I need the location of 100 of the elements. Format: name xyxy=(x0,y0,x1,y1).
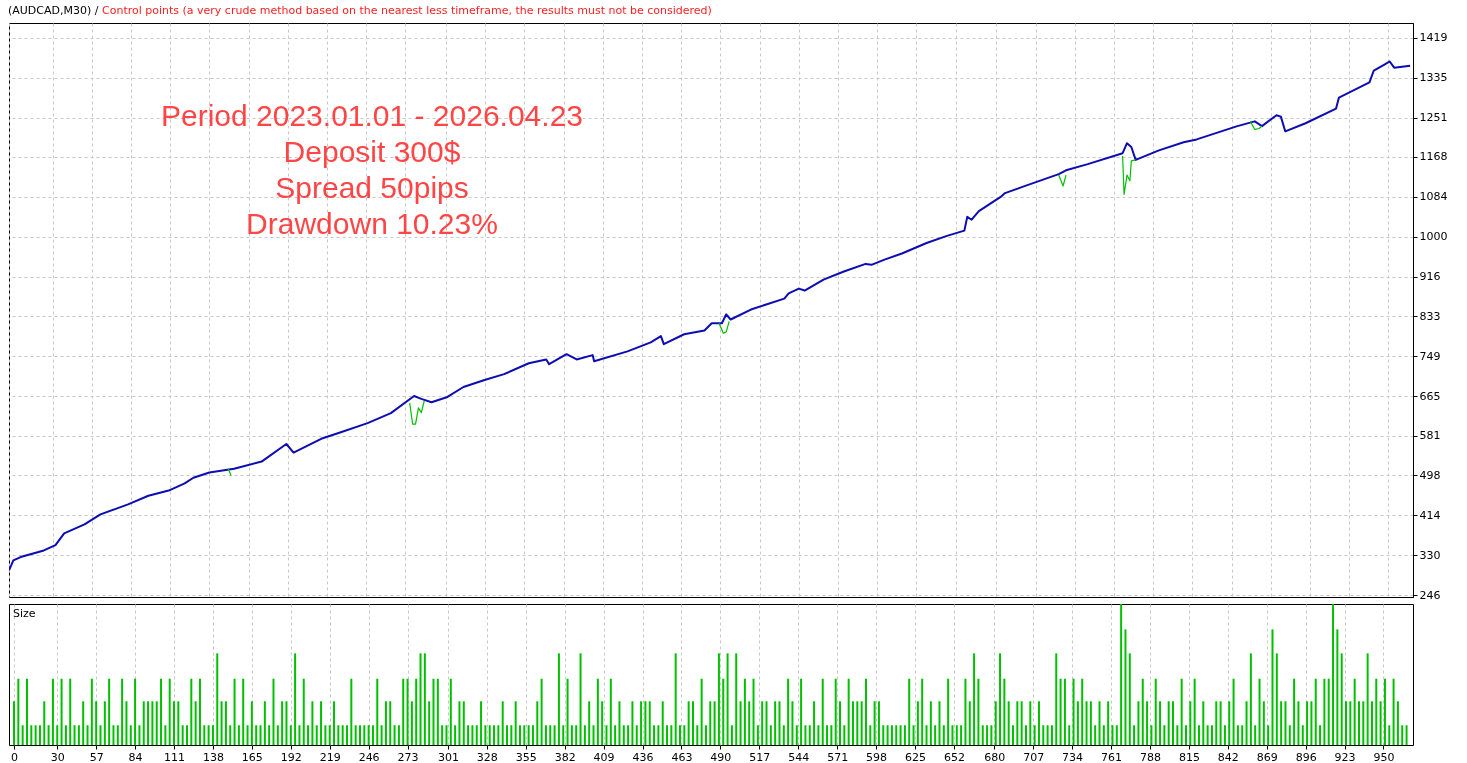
bar xyxy=(1024,725,1027,745)
bar xyxy=(1029,701,1032,745)
bar xyxy=(436,678,439,745)
bar xyxy=(739,701,742,745)
bar xyxy=(657,725,660,745)
bar xyxy=(925,725,928,745)
bar xyxy=(1012,725,1015,745)
bar xyxy=(346,725,348,745)
bar xyxy=(635,725,638,745)
y-tick-label: 833 xyxy=(1419,309,1441,323)
bar xyxy=(544,725,547,745)
bar xyxy=(142,701,145,745)
y-tick-label: 1084 xyxy=(1419,190,1448,204)
bar xyxy=(1128,653,1131,745)
bar xyxy=(402,678,405,745)
bar xyxy=(337,725,340,745)
x-tick-label: 355 xyxy=(515,750,537,763)
bar xyxy=(224,701,227,745)
y-tick-label: 1251 xyxy=(1419,111,1448,125)
bar xyxy=(160,678,163,745)
bar xyxy=(670,725,673,745)
bar xyxy=(363,725,366,745)
bar xyxy=(531,725,534,745)
bar xyxy=(877,701,880,745)
bar xyxy=(151,701,154,745)
bar xyxy=(34,725,37,745)
bar xyxy=(1323,678,1326,745)
x-tick-label: 138 xyxy=(202,750,224,763)
bar xyxy=(518,725,521,745)
bar xyxy=(540,678,543,745)
chart-title: (AUDCAD,M30) / xyxy=(8,4,99,17)
bar xyxy=(307,725,310,745)
bar xyxy=(419,653,422,745)
annotation: Period 2023.01.01 - 2026.04.23 xyxy=(160,99,584,132)
bar xyxy=(1284,701,1287,745)
bar xyxy=(432,678,435,745)
bar xyxy=(263,701,266,745)
bar xyxy=(882,725,885,745)
bar xyxy=(1059,678,1062,745)
bar xyxy=(294,653,297,745)
bar xyxy=(795,725,798,745)
bar xyxy=(778,701,781,745)
bar xyxy=(700,678,703,745)
x-tick-label: 111 xyxy=(164,750,186,763)
bar xyxy=(696,725,699,745)
bar xyxy=(1120,604,1123,745)
bar xyxy=(1249,653,1252,745)
annotation: Drawdown 10.23% xyxy=(246,207,498,240)
bar xyxy=(1037,701,1040,745)
x-tick-label: 192 xyxy=(280,750,302,763)
bar xyxy=(722,678,725,745)
x-tick-label: 680 xyxy=(984,750,1006,763)
bar xyxy=(393,725,396,745)
bar xyxy=(255,725,258,745)
bar xyxy=(834,678,837,745)
x-tick-label: 598 xyxy=(866,750,888,763)
bar xyxy=(609,678,612,745)
y-tick-label: 1000 xyxy=(1419,230,1448,244)
bar xyxy=(964,678,967,745)
bar xyxy=(43,701,46,745)
x-tick-label: 652 xyxy=(943,750,965,763)
bar xyxy=(1137,701,1140,745)
bar xyxy=(1076,701,1079,745)
bar xyxy=(1206,725,1209,745)
bar xyxy=(899,725,902,745)
x-tick-label: 517 xyxy=(749,750,771,763)
bar xyxy=(1288,725,1291,745)
x-tick-label: 0 xyxy=(11,750,18,763)
x-tick-label: 409 xyxy=(593,750,615,763)
bar xyxy=(679,725,682,745)
y-tick-label: 414 xyxy=(1419,508,1441,522)
bar xyxy=(1167,701,1170,745)
bar xyxy=(717,653,720,745)
bar xyxy=(1141,678,1144,745)
bar xyxy=(268,725,271,745)
bar xyxy=(233,678,236,745)
bar xyxy=(653,725,656,745)
bar xyxy=(428,701,431,745)
bar xyxy=(441,725,444,745)
bar xyxy=(17,678,20,745)
bar xyxy=(480,701,483,745)
line-series xyxy=(9,60,1412,572)
y-tick-label: 330 xyxy=(1419,548,1441,562)
bar xyxy=(1379,701,1382,745)
bar xyxy=(826,725,829,745)
bar xyxy=(1172,701,1175,745)
x-tick-label: 490 xyxy=(710,750,732,763)
bar xyxy=(977,678,980,745)
bar xyxy=(1345,701,1348,745)
bar xyxy=(315,725,318,745)
bar xyxy=(1007,701,1010,745)
bar xyxy=(86,725,89,745)
x-tick-label: 707 xyxy=(1023,750,1045,763)
bar xyxy=(562,725,565,745)
bar xyxy=(990,725,993,745)
y-tick-label: 1419 xyxy=(1419,31,1448,45)
bar xyxy=(566,678,569,745)
bar xyxy=(77,725,80,745)
x-tick-label: 842 xyxy=(1217,750,1239,763)
bar xyxy=(1068,725,1071,745)
